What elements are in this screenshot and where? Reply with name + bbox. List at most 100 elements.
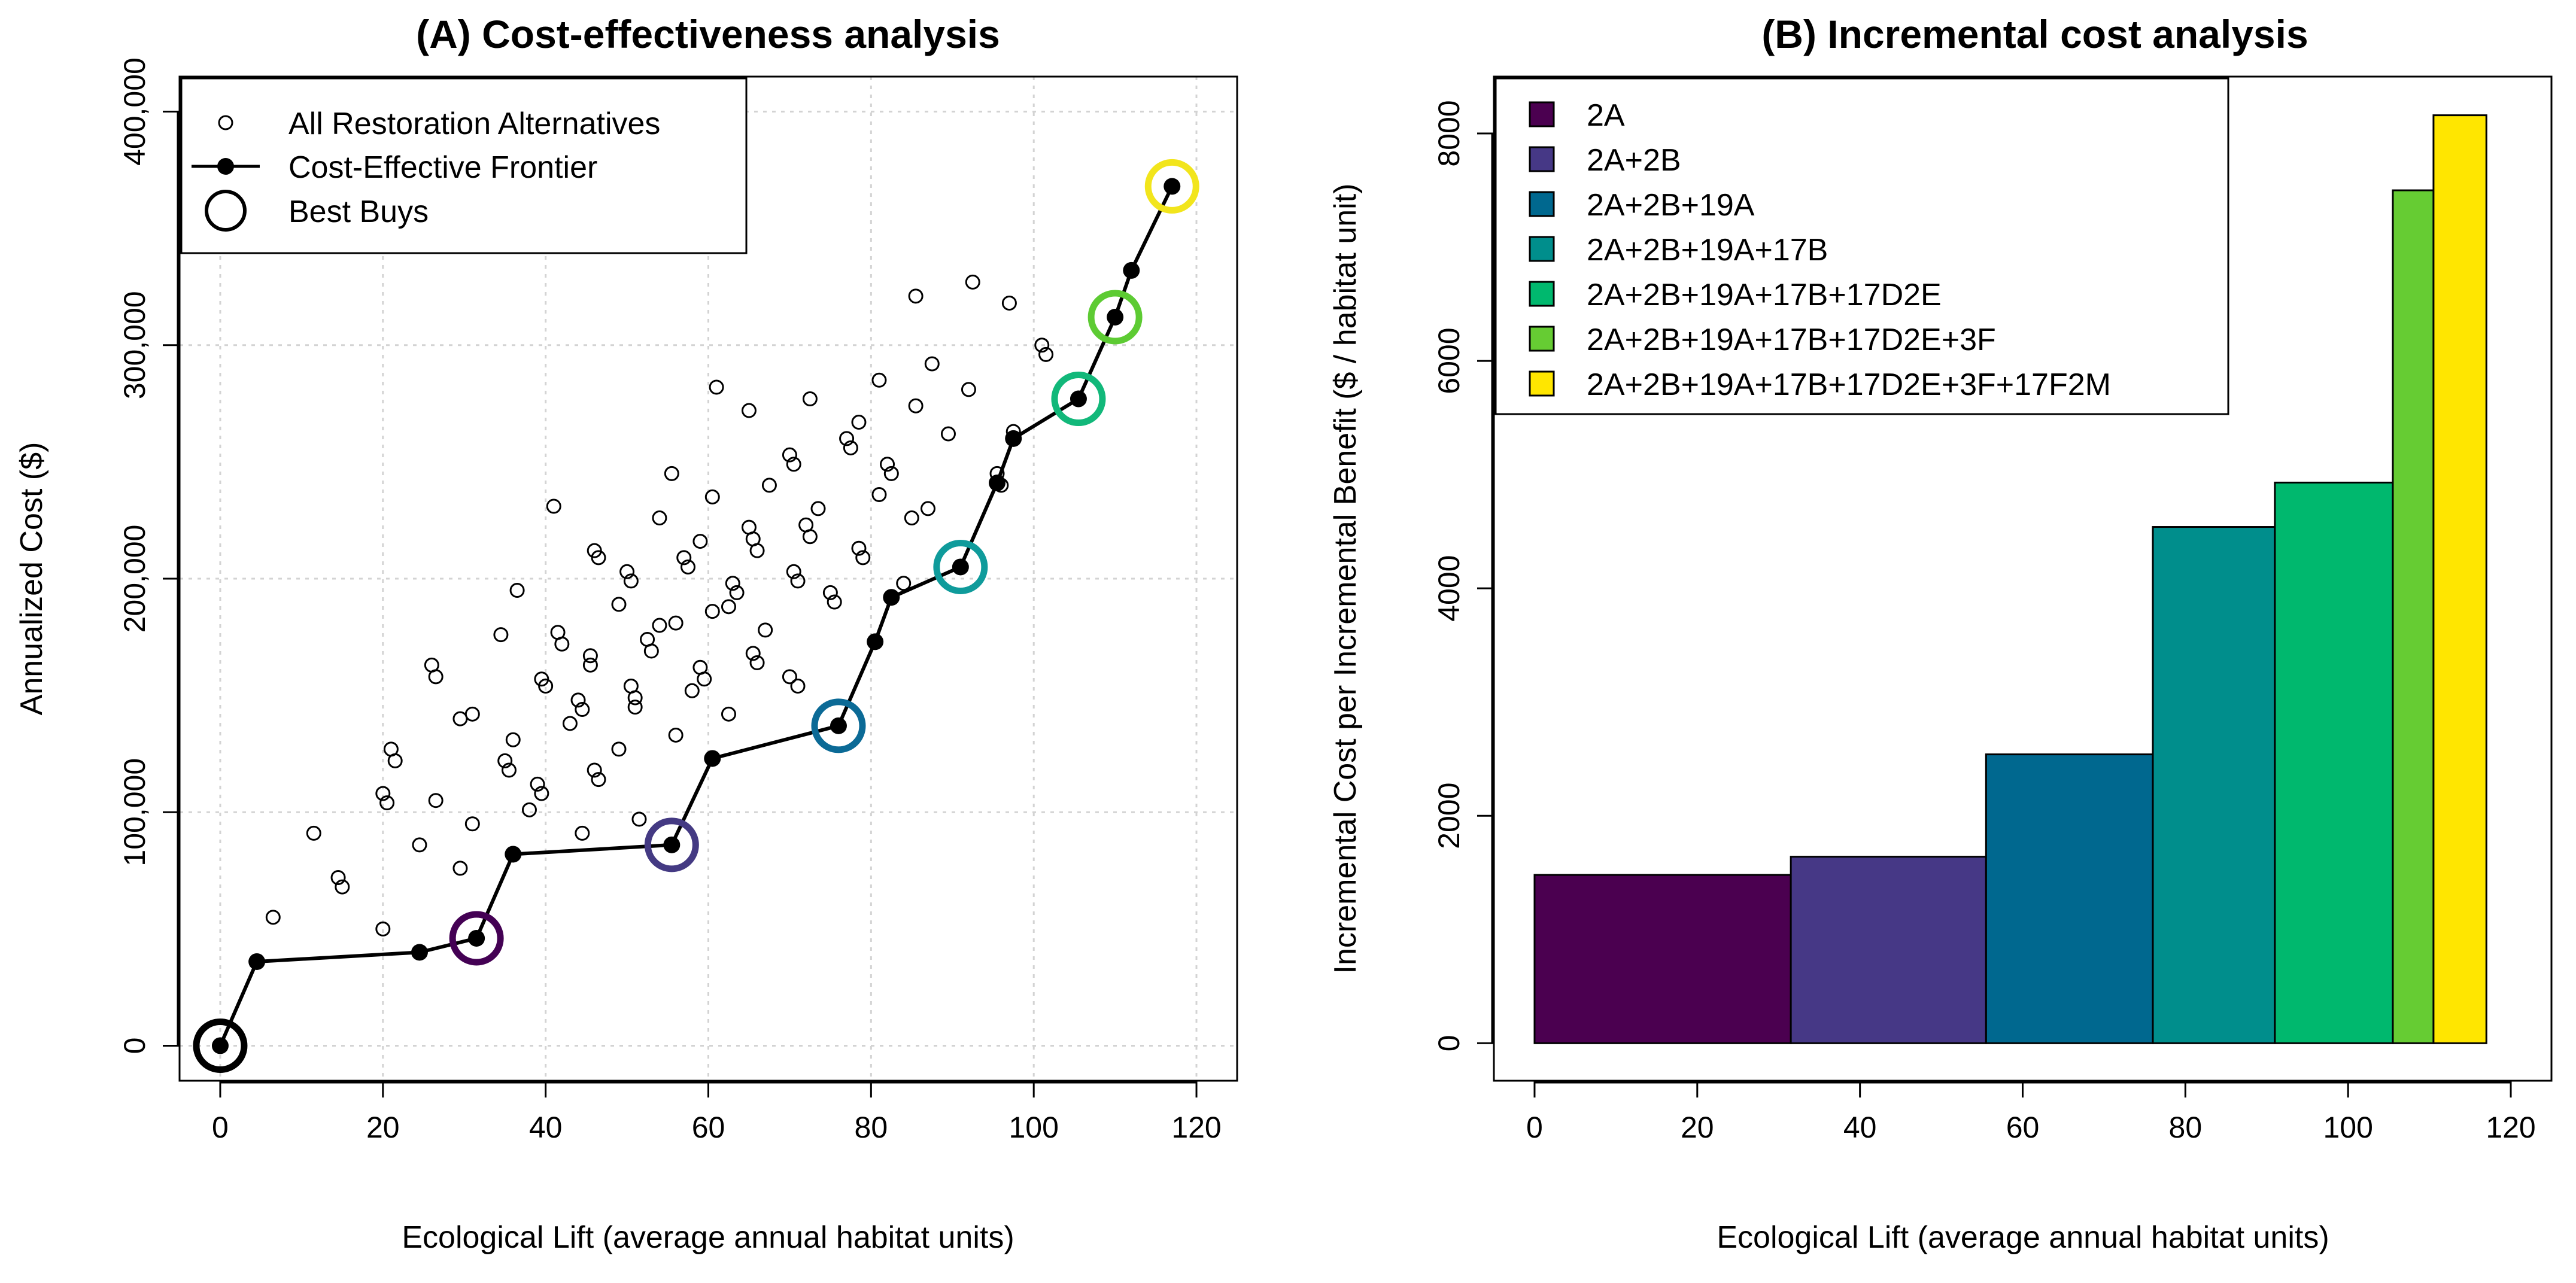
alternative-point — [920, 501, 935, 516]
alternative-point — [591, 772, 606, 788]
alternative-point — [534, 786, 549, 801]
alternative-point — [908, 288, 924, 304]
alternative-point — [627, 690, 643, 706]
alternative-point — [745, 646, 761, 661]
alternative-point — [761, 478, 777, 493]
alternative-point — [843, 440, 858, 455]
y-axis-label: Annualized Cost ($) — [14, 442, 49, 716]
alternative-point — [412, 837, 427, 853]
frontier-point — [411, 944, 428, 961]
alternative-point — [810, 501, 826, 516]
x-tick-label: 100 — [1008, 1111, 1058, 1144]
alternative-point — [611, 741, 627, 757]
alternative-point — [1034, 338, 1050, 353]
alternative-point — [587, 762, 602, 778]
alternative-point — [786, 457, 801, 472]
alternative-point — [822, 585, 838, 600]
alternative-point — [570, 692, 586, 708]
alternative-point — [428, 669, 443, 685]
alternative-point — [851, 415, 867, 430]
y-tick-label: 8000 — [1432, 100, 1466, 166]
alternative-point — [676, 550, 692, 566]
legend: 2A 2A+2B 2A+2B+19A 2A+2B+19A+17B 2A+2B+19A+1… — [1494, 77, 2229, 415]
alternative-point — [643, 643, 659, 659]
alternative-point — [692, 534, 708, 549]
frontier-point — [830, 717, 847, 734]
legend-swatch — [1529, 326, 1555, 352]
alternative-point — [790, 573, 806, 589]
alternative-point — [880, 457, 895, 472]
alternative-point — [652, 510, 667, 526]
best-buys-rings — [193, 159, 1199, 1073]
alternative-point — [1038, 346, 1054, 362]
alternative-point — [306, 825, 321, 841]
alternative-point — [1001, 296, 1017, 311]
alternative-point — [741, 403, 757, 418]
alternative-point — [562, 716, 578, 731]
frontier-point — [1005, 430, 1022, 447]
alternative-point — [749, 543, 765, 558]
alternative-point — [652, 618, 667, 633]
frontier-point — [989, 475, 1006, 492]
best-buy-ring — [933, 539, 988, 594]
legend-box — [1494, 77, 2229, 415]
y-tick-label: 4000 — [1432, 555, 1466, 622]
alternative-point — [782, 669, 797, 685]
best-buy-ring — [1087, 290, 1143, 345]
legend-swatch — [1529, 101, 1555, 127]
alternative-point — [575, 702, 590, 717]
legend-marker-best-buys — [205, 190, 247, 232]
alternative-point — [681, 559, 696, 574]
y-tick-label: 0 — [118, 1038, 151, 1054]
frontier-point — [883, 589, 900, 606]
alternative-point — [505, 732, 521, 747]
frontier-point — [468, 929, 485, 947]
alternative-point — [704, 489, 720, 504]
legend-swatch — [1529, 370, 1555, 397]
alternative-point — [664, 466, 679, 481]
alternative-point — [375, 786, 391, 801]
grid — [180, 77, 1237, 1081]
alternative-point — [379, 795, 395, 811]
x-tick-label: 60 — [2006, 1111, 2040, 1144]
legend-label: 2A+2B — [1587, 143, 1681, 178]
alternative-point — [554, 636, 570, 652]
alternative-point — [855, 550, 871, 566]
bar — [1533, 874, 1792, 1044]
legend-label: 2A+2B+19A+17B — [1587, 233, 1828, 267]
frontier-point — [1123, 262, 1140, 279]
alternative-point — [749, 655, 765, 670]
alternative-point — [871, 372, 887, 388]
alternative-point — [387, 753, 403, 768]
legend-label: Best Buys — [288, 194, 429, 229]
chart-title: (B) Incremental cost analysis — [1761, 12, 2308, 56]
legend-label: 2A+2B+19A — [1587, 188, 1755, 223]
legend-marker-frontier — [217, 158, 234, 175]
alternative-point — [501, 762, 517, 778]
frontier-point — [1107, 308, 1124, 326]
x-tick-label: 100 — [2323, 1111, 2373, 1144]
alternative-point — [871, 487, 887, 503]
alternative-point — [721, 706, 736, 722]
alternative-point — [896, 576, 912, 591]
alternative-point — [729, 585, 745, 600]
alternative-point — [904, 510, 919, 526]
y-tick-label: 300,000 — [118, 291, 151, 399]
legend-swatch — [1529, 281, 1555, 307]
legend-swatch — [1529, 146, 1555, 172]
alternative-point — [493, 627, 509, 643]
frontier-point — [248, 953, 266, 970]
y-axis: 0 2000 4000 6000 8000 — [1432, 100, 1494, 1051]
frontier-point — [1070, 390, 1087, 408]
alternative-point — [940, 426, 956, 442]
alternative-point — [758, 622, 773, 638]
legend-label: 2A — [1587, 98, 1625, 133]
alternative-point — [582, 648, 598, 664]
alternative-point — [961, 382, 976, 397]
legend-marker-all-alternatives — [218, 115, 233, 130]
alternative-point — [428, 793, 443, 808]
alternative-point — [725, 576, 740, 591]
alternative-point — [330, 869, 346, 885]
frontier-point — [663, 836, 681, 853]
